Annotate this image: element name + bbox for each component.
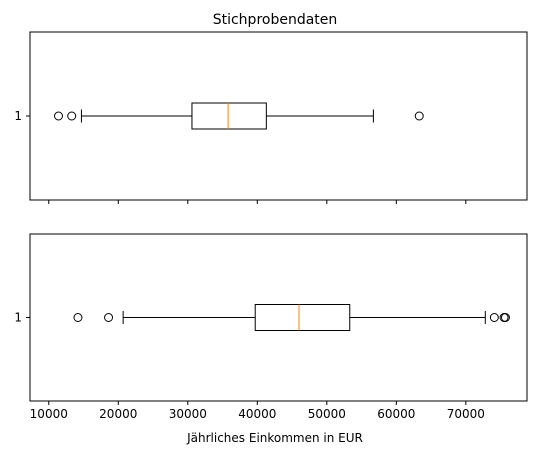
x-tick-label: 30000	[169, 407, 207, 421]
x-axis: 10000 20000 30000 40000 50000 60000 70000	[30, 407, 485, 421]
panel-top: 1	[14, 31, 528, 204]
outlier-point	[73, 313, 83, 322]
x-tick-label: 40000	[238, 407, 276, 421]
chart-title: Stichprobendaten	[213, 12, 338, 28]
y-tick-label: 1	[14, 109, 22, 123]
x-tick-label: 20000	[99, 407, 137, 421]
outlier-point	[53, 111, 63, 121]
x-tick-label: 70000	[447, 407, 485, 421]
y-tick-label: 1	[14, 311, 22, 325]
box-iqr	[254, 304, 351, 331]
outlier-point	[104, 313, 114, 322]
x-tick-label: 10000	[30, 407, 68, 421]
outlier-point	[489, 313, 499, 322]
outlier-point	[414, 111, 424, 121]
x-tick-label: 50000	[308, 407, 346, 421]
box-iqr	[191, 102, 267, 130]
outlier-point	[500, 313, 510, 322]
x-axis-label: Jährliches Einkommen in EUR	[186, 431, 363, 445]
x-tick-label: 60000	[377, 407, 415, 421]
outlier-point	[67, 111, 77, 121]
panel-bottom: 1	[14, 233, 528, 405]
